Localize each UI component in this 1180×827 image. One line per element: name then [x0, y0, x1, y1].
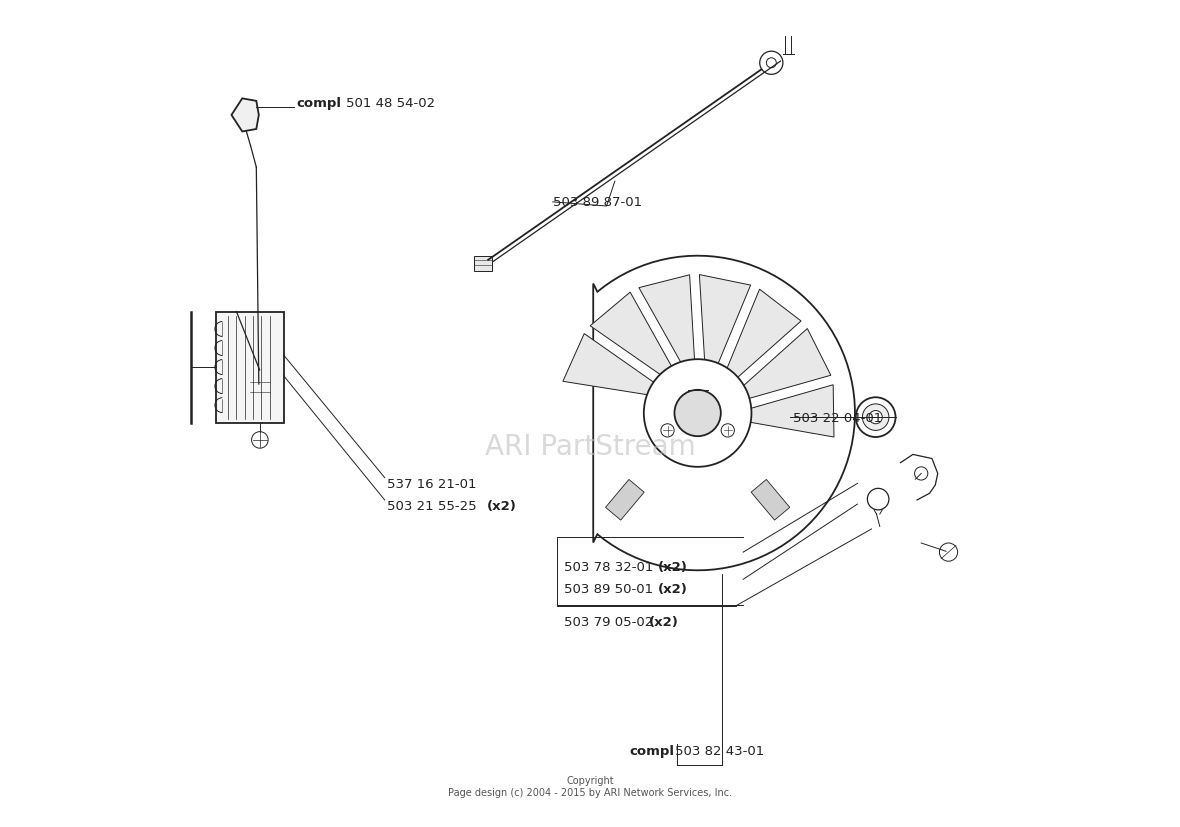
- Circle shape: [760, 52, 782, 75]
- Polygon shape: [700, 275, 750, 371]
- Circle shape: [939, 543, 958, 562]
- Polygon shape: [590, 293, 675, 380]
- Circle shape: [867, 489, 889, 510]
- Text: (x2): (x2): [486, 500, 517, 513]
- Circle shape: [721, 424, 734, 437]
- Bar: [216, 312, 283, 423]
- Text: compl: compl: [630, 744, 675, 758]
- Polygon shape: [725, 289, 801, 383]
- Circle shape: [644, 360, 752, 467]
- Text: ARI PartStream: ARI PartStream: [485, 433, 695, 461]
- Circle shape: [251, 432, 268, 448]
- Circle shape: [863, 404, 889, 431]
- Text: 503 89 87-01: 503 89 87-01: [552, 196, 642, 209]
- Text: 503 22 04-01: 503 22 04-01: [793, 411, 883, 424]
- Text: 503 82 43-01: 503 82 43-01: [675, 744, 765, 758]
- Polygon shape: [638, 275, 695, 370]
- Polygon shape: [605, 480, 644, 520]
- Circle shape: [661, 424, 674, 437]
- Text: (x2): (x2): [649, 615, 678, 629]
- Text: 503 21 55-25: 503 21 55-25: [387, 500, 481, 513]
- Circle shape: [856, 398, 896, 437]
- Polygon shape: [738, 329, 831, 401]
- Text: 503 89 50-01: 503 89 50-01: [564, 582, 657, 595]
- Polygon shape: [752, 480, 789, 520]
- Circle shape: [868, 411, 883, 424]
- Bar: [250, 380, 269, 399]
- Text: (x2): (x2): [658, 582, 688, 595]
- Circle shape: [766, 59, 776, 69]
- Polygon shape: [594, 256, 854, 571]
- Text: (x2): (x2): [658, 560, 688, 573]
- Text: 501 48 54-02: 501 48 54-02: [346, 97, 435, 110]
- Polygon shape: [231, 99, 258, 132]
- Circle shape: [914, 467, 927, 480]
- Text: 537 16 21-01: 537 16 21-01: [387, 477, 477, 490]
- Bar: [474, 256, 492, 271]
- Circle shape: [675, 390, 721, 437]
- Text: Page design (c) 2004 - 2015 by ARI Network Services, Inc.: Page design (c) 2004 - 2015 by ARI Netwo…: [448, 787, 732, 797]
- Polygon shape: [563, 334, 661, 396]
- Text: Copyright: Copyright: [566, 775, 614, 785]
- Text: compl: compl: [296, 97, 341, 110]
- Polygon shape: [742, 385, 834, 437]
- Text: 503 78 32-01: 503 78 32-01: [564, 560, 657, 573]
- Text: 503 79 05-02: 503 79 05-02: [564, 615, 657, 629]
